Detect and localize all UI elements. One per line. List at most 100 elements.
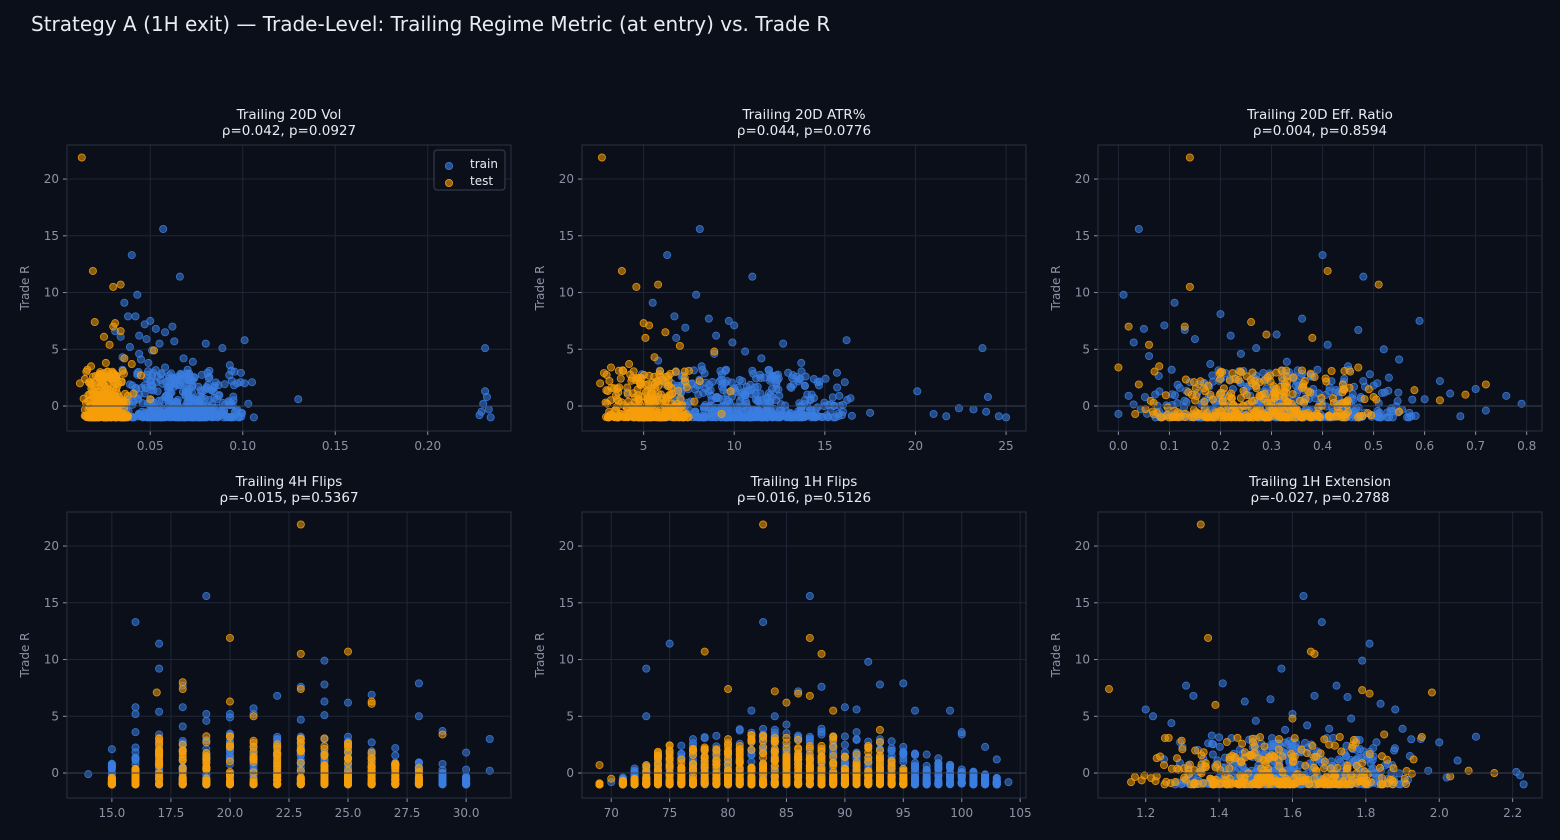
data-point xyxy=(178,722,187,731)
data-point xyxy=(699,403,708,412)
data-point xyxy=(689,750,698,759)
panel-subtitle: ρ=0.004, p=0.8594 xyxy=(1253,123,1387,139)
x-tick-label: 0.7 xyxy=(1466,439,1485,453)
data-point xyxy=(734,410,743,419)
data-point xyxy=(666,410,675,419)
data-point xyxy=(747,737,756,746)
data-point xyxy=(462,748,471,757)
data-point xyxy=(829,777,838,786)
y-axis-label: Trade R xyxy=(18,632,32,678)
data-point xyxy=(922,750,931,759)
data-point xyxy=(178,764,187,773)
data-point xyxy=(1163,403,1172,412)
data-point xyxy=(1338,398,1347,407)
data-point xyxy=(800,381,809,390)
x-tick-label: 85 xyxy=(779,806,794,820)
data-point xyxy=(684,366,693,375)
data-point xyxy=(1250,376,1259,385)
data-point xyxy=(414,679,423,688)
data-point xyxy=(899,750,908,759)
data-point xyxy=(766,390,775,399)
data-point xyxy=(1382,413,1391,422)
data-point xyxy=(717,409,726,418)
data-point xyxy=(794,778,803,787)
x-tick-label: 0.4 xyxy=(1313,439,1332,453)
data-point xyxy=(173,375,182,384)
data-point xyxy=(1405,408,1414,417)
data-point xyxy=(866,408,875,417)
data-point xyxy=(824,400,833,409)
data-point xyxy=(875,756,884,765)
data-point xyxy=(758,412,767,421)
data-point xyxy=(462,774,471,783)
data-point xyxy=(726,387,735,396)
data-point xyxy=(1181,375,1190,384)
x-tick-label: 25.0 xyxy=(335,806,362,820)
data-point xyxy=(175,272,184,281)
data-point xyxy=(100,332,109,341)
legend-box xyxy=(433,149,506,191)
data-point xyxy=(1502,391,1511,400)
data-point xyxy=(1272,330,1281,339)
data-point xyxy=(771,371,780,380)
data-point xyxy=(1196,377,1205,386)
series-train xyxy=(101,224,495,422)
data-point xyxy=(689,779,698,788)
data-point xyxy=(759,731,768,740)
data-point xyxy=(605,376,614,385)
data-point xyxy=(628,412,637,421)
data-point xyxy=(653,778,662,787)
data-point xyxy=(438,730,447,739)
data-point xyxy=(899,757,908,766)
data-point xyxy=(1275,412,1284,421)
y-tick-label: 20 xyxy=(44,539,59,553)
data-point xyxy=(296,778,305,787)
data-point xyxy=(296,649,305,658)
data-point xyxy=(218,344,227,353)
data-point xyxy=(681,323,690,332)
data-point xyxy=(642,761,651,770)
data-point xyxy=(677,769,686,778)
data-point xyxy=(601,398,610,407)
data-point xyxy=(320,742,329,751)
data-point xyxy=(757,354,766,363)
data-point xyxy=(770,712,779,721)
data-point xyxy=(1420,395,1429,404)
data-point xyxy=(120,298,129,307)
data-point xyxy=(782,744,791,753)
data-point xyxy=(201,339,210,348)
data-point xyxy=(1338,413,1347,422)
data-point xyxy=(710,347,719,356)
data-point xyxy=(1340,366,1349,375)
data-point xyxy=(116,327,125,336)
y-axis-label: Trade R xyxy=(533,632,547,678)
data-point xyxy=(596,379,605,388)
data-point xyxy=(1298,314,1307,323)
y-tick-label: 10 xyxy=(559,286,574,300)
x-tick-label: 25 xyxy=(998,439,1013,453)
data-point xyxy=(676,394,685,403)
data-point xyxy=(616,374,625,383)
data-point xyxy=(1114,363,1123,372)
data-point xyxy=(140,320,149,329)
data-point xyxy=(178,685,187,694)
data-point xyxy=(320,697,329,706)
y-tick-label: 0 xyxy=(51,766,59,780)
legend-label-test: test xyxy=(470,174,493,188)
data-point xyxy=(225,361,234,370)
data-point xyxy=(1119,290,1128,299)
data-point xyxy=(188,357,197,366)
data-point xyxy=(653,753,662,762)
data-point xyxy=(982,407,991,416)
data-point xyxy=(136,412,145,421)
data-point xyxy=(273,749,282,758)
data-point xyxy=(840,378,849,387)
x-tick-label: 90 xyxy=(837,806,852,820)
data-point xyxy=(438,779,447,788)
data-point xyxy=(178,678,187,687)
data-point xyxy=(934,759,943,768)
data-point xyxy=(116,280,125,289)
data-point xyxy=(1435,377,1444,386)
data-point xyxy=(724,413,733,422)
data-point xyxy=(864,772,873,781)
